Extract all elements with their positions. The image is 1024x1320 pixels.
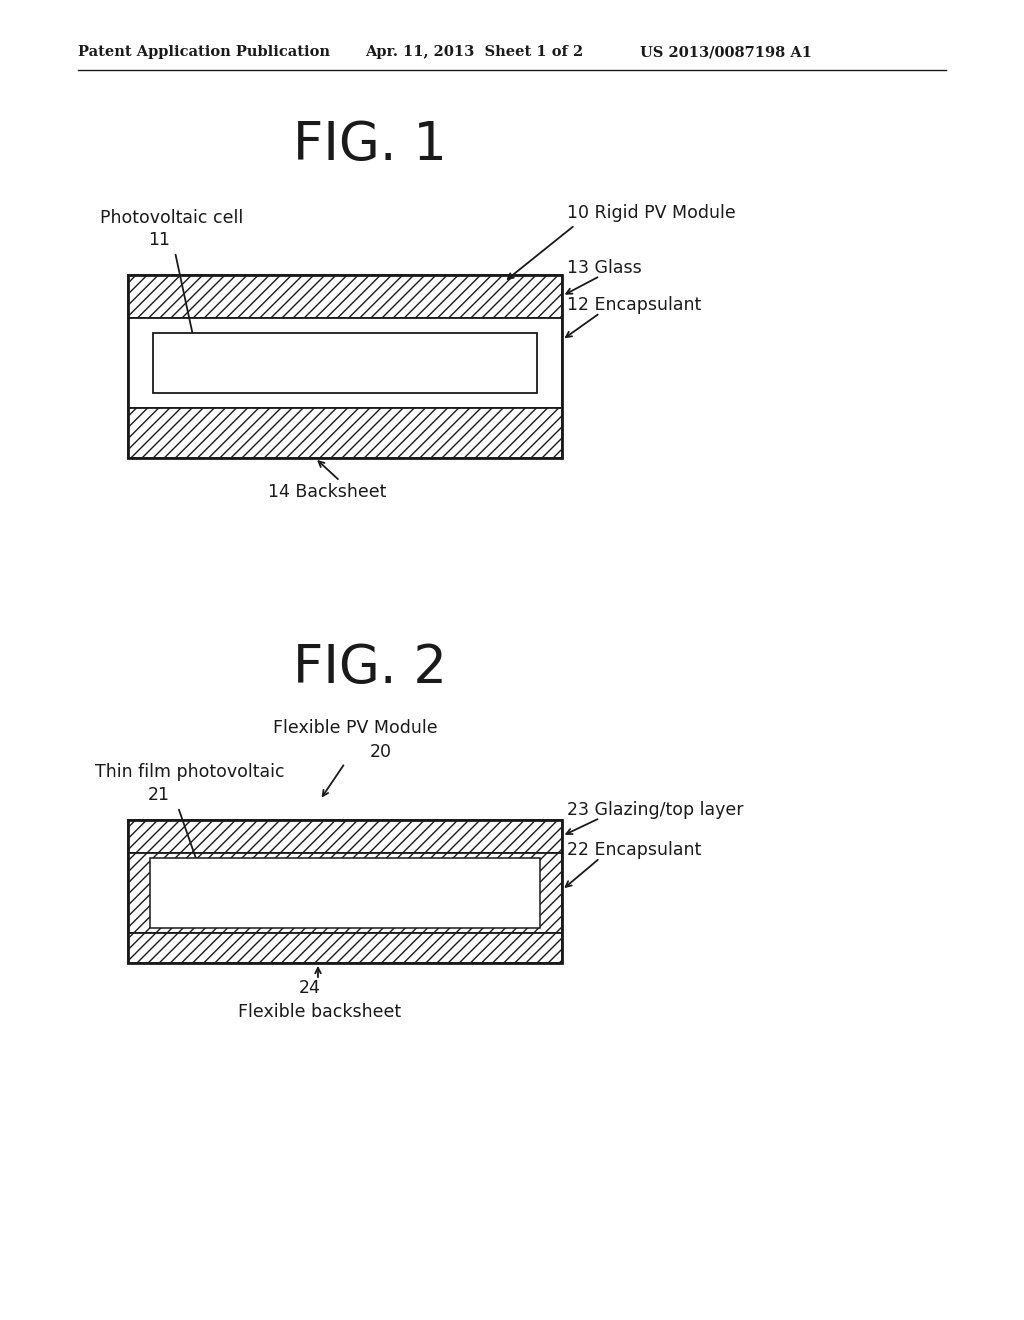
Text: 10 Rigid PV Module: 10 Rigid PV Module [567, 205, 736, 222]
Text: Flexible backsheet: Flexible backsheet [238, 1003, 401, 1020]
Bar [128, 853, 562, 933]
Bar [150, 858, 540, 928]
Text: Flexible PV Module: Flexible PV Module [272, 719, 437, 737]
Text: Patent Application Publication: Patent Application Publication [78, 45, 330, 59]
Text: 11: 11 [148, 231, 170, 249]
Text: 22 Encapsulant: 22 Encapsulant [567, 841, 701, 859]
Bar [128, 820, 562, 964]
Bar [128, 408, 562, 458]
Bar [153, 333, 537, 393]
Bar [128, 820, 562, 853]
Bar [128, 275, 562, 318]
Text: 24: 24 [299, 979, 321, 997]
Text: FIG. 2: FIG. 2 [293, 642, 446, 694]
Text: 20: 20 [370, 743, 392, 762]
Bar [128, 275, 562, 458]
Bar [128, 933, 562, 964]
Text: 23 Glazing/top layer: 23 Glazing/top layer [567, 801, 743, 818]
Text: Photovoltaic cell: Photovoltaic cell [100, 209, 244, 227]
Text: 14 Backsheet: 14 Backsheet [268, 483, 386, 502]
Text: 13 Glass: 13 Glass [567, 259, 642, 277]
Text: Thin film photovoltaic: Thin film photovoltaic [95, 763, 285, 781]
Text: 12 Encapsulant: 12 Encapsulant [567, 296, 701, 314]
Text: FIG. 1: FIG. 1 [293, 119, 446, 172]
Text: US 2013/0087198 A1: US 2013/0087198 A1 [640, 45, 812, 59]
Bar [128, 318, 562, 408]
Text: Apr. 11, 2013  Sheet 1 of 2: Apr. 11, 2013 Sheet 1 of 2 [365, 45, 584, 59]
Text: 21: 21 [148, 785, 170, 804]
